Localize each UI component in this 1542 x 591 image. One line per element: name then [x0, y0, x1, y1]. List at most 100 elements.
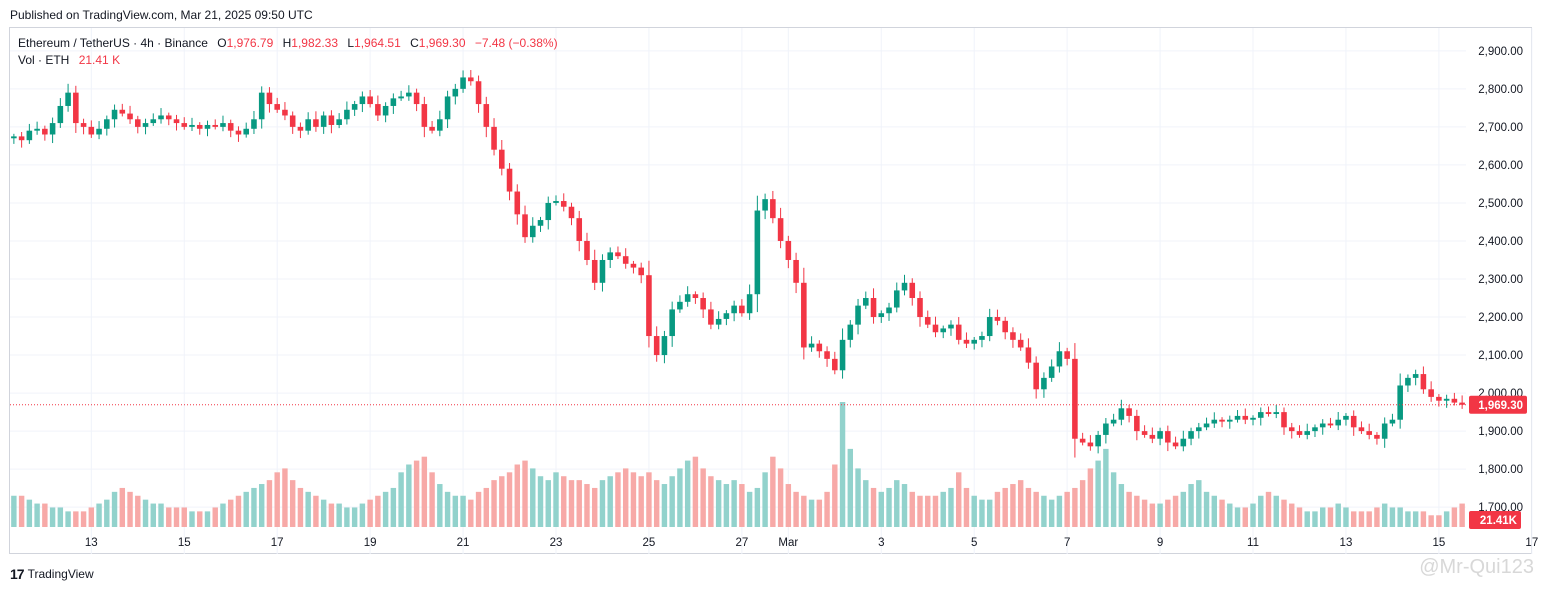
volume-bar [1165, 499, 1171, 527]
volume-bar [80, 511, 87, 527]
candle-body [1343, 415, 1349, 420]
candle-body [367, 96, 373, 105]
candle-body [754, 210, 761, 295]
candle-body [1428, 389, 1434, 397]
price-axis: 1,700.001,800.001,900.002,000.002,100.00… [1478, 46, 1523, 514]
candle-body [948, 324, 954, 329]
candle-body [313, 119, 319, 127]
symbol-name[interactable]: Ethereum / TetherUS · 4h · Binance [18, 36, 208, 50]
volume-value: 21.41 K [78, 53, 121, 67]
candle-body [824, 351, 830, 359]
volume-bar [1033, 491, 1039, 527]
volume-bar [1250, 503, 1256, 527]
candle-body [1242, 415, 1249, 420]
candle-body [437, 119, 443, 131]
candle-body [1412, 374, 1419, 378]
volume-bar [421, 456, 428, 527]
time-tick-label: 21 [457, 537, 470, 549]
candle-body [692, 294, 699, 299]
volume-bar [96, 503, 102, 527]
volume-bar [57, 507, 64, 527]
candle-body [150, 119, 157, 124]
candle-body [158, 115, 164, 120]
volume-bar [111, 491, 118, 527]
candle-body [429, 126, 435, 131]
volume-bar [1366, 511, 1372, 527]
candle-body [855, 305, 861, 325]
candle-body [1056, 351, 1063, 367]
close-value: 1,969.30 [418, 36, 466, 50]
volume-bar [475, 491, 482, 527]
volume-bar [88, 507, 95, 527]
volume-bar [963, 487, 970, 527]
candle-body [320, 115, 327, 127]
footer-brand[interactable]: 17 TradingView [10, 566, 94, 582]
volume-bar [444, 491, 451, 527]
volume-bar [956, 472, 962, 527]
candle-body [770, 199, 776, 219]
candle-body [491, 126, 497, 150]
volume-bar [274, 472, 280, 527]
candle-body [1211, 419, 1218, 424]
volume-bar [320, 499, 327, 527]
volume-bar [26, 499, 33, 527]
candle-body [1389, 419, 1396, 424]
volume-label[interactable]: Vol · ETH [18, 53, 70, 67]
volume-bar [878, 491, 884, 527]
volume-bar [777, 468, 784, 527]
candle-body [684, 294, 691, 302]
volume-bar [1056, 495, 1063, 527]
volume-bar [917, 495, 923, 527]
candle-body [475, 81, 482, 105]
candlesticks [11, 70, 1465, 458]
candle-body [1017, 339, 1024, 348]
candle-body [1405, 377, 1411, 386]
volume-bar [406, 464, 412, 527]
volume-bar [429, 472, 435, 527]
candle-body [483, 104, 490, 127]
candle-body [468, 77, 474, 82]
candle-body [816, 343, 823, 352]
volume-bar [258, 484, 265, 527]
candle-body [568, 206, 575, 219]
candle-body [11, 136, 17, 139]
volume-bar [359, 503, 366, 527]
candle-body [1265, 412, 1272, 415]
volume-bar [909, 491, 915, 527]
last-volume-tag-bg [1469, 511, 1521, 529]
volume-bar [1273, 495, 1279, 527]
volume-bar [452, 495, 459, 527]
volume-bar [986, 499, 993, 527]
candle-body [1397, 385, 1403, 420]
volume-bar [460, 495, 466, 527]
candle-body [1381, 423, 1388, 439]
volume-bar [181, 507, 187, 527]
volume-bar [824, 491, 830, 527]
candle-body [1312, 427, 1318, 432]
candle-body [762, 199, 768, 211]
volume-bar [135, 495, 141, 527]
low-value: 1,964.51 [354, 36, 401, 50]
volume-bar [1428, 515, 1434, 527]
volume-bar [11, 495, 17, 527]
candle-body [599, 259, 606, 283]
volume-bar [1157, 503, 1163, 527]
volume-bar [1002, 487, 1008, 527]
volume-bar [491, 480, 497, 527]
volume-bar [228, 499, 234, 527]
candle-body [878, 313, 885, 318]
candle-body [359, 96, 366, 105]
candle-body [42, 128, 48, 135]
candle-body [212, 124, 219, 127]
volume-bar [313, 495, 319, 527]
candle-body [832, 358, 838, 371]
volume-bar [537, 476, 544, 527]
candle-body [1374, 434, 1380, 439]
volume-bar [1258, 495, 1264, 527]
candle-body [1451, 398, 1458, 403]
candle-body [336, 119, 342, 125]
time-tick-label: 9 [1157, 537, 1163, 549]
candle-body [723, 313, 730, 319]
volume-bar [638, 476, 644, 527]
